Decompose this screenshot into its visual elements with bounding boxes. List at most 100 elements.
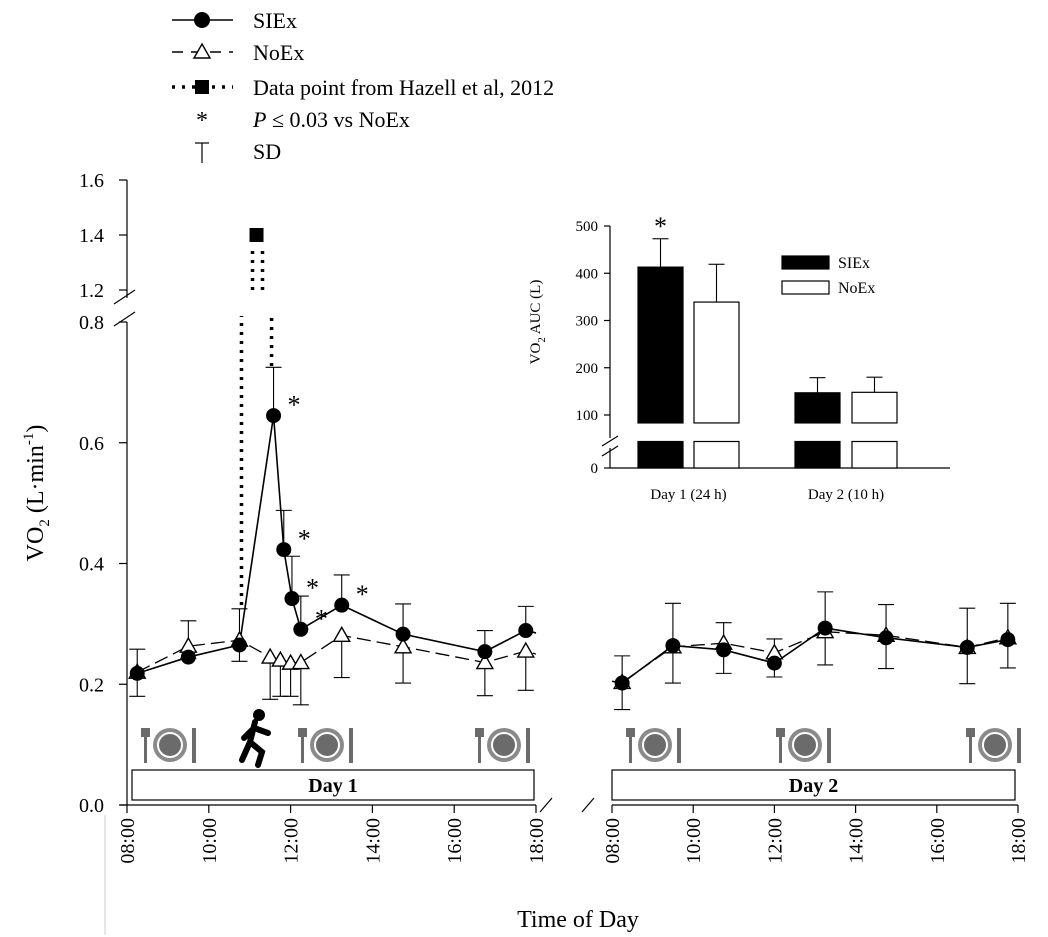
day-label: Day 1	[308, 775, 357, 797]
siex-point	[614, 675, 630, 691]
inset-x-tick-label: Day 1 (24 h)	[650, 487, 726, 503]
legend-label-text: SIEx	[253, 8, 297, 33]
plate-fork-knife-icon	[966, 728, 1021, 763]
siex-point	[477, 644, 493, 660]
inset-legend-label: NoEx	[838, 280, 875, 297]
y-title-sup: -1	[21, 433, 37, 446]
y-tick-label: 1.2	[79, 280, 104, 302]
legend-label: SD	[253, 139, 281, 164]
legend-label-text: ≤ 0.03 vs NoEx	[266, 107, 409, 132]
inset-bar	[637, 440, 684, 469]
siex-point	[293, 621, 309, 637]
x-tick-label: 10:00	[199, 818, 221, 864]
axis-break-mark	[581, 797, 595, 813]
plate-fork-knife-icon	[141, 728, 196, 763]
fork-head	[776, 728, 785, 737]
plate-center	[491, 732, 517, 758]
axis-break-mark	[113, 289, 136, 305]
legend-label: NoEx	[253, 40, 304, 65]
fork	[629, 728, 632, 763]
day-bars: Day 1 Day 2	[131, 769, 1016, 801]
hazell-point	[249, 228, 264, 242]
plate-fork-knife-icon	[298, 728, 353, 763]
inset-y-title-part: AUC (L)	[528, 280, 544, 338]
day-label-box	[611, 769, 1016, 801]
x-tick-label: 18:00	[1008, 818, 1030, 864]
noex-point	[260, 647, 280, 664]
y-title-part: )	[23, 425, 49, 433]
axis-break-mark	[113, 311, 136, 327]
legend-item: * P ≤ 0.03 vs NoEx	[196, 107, 410, 134]
plate-center	[314, 732, 340, 758]
x-tick-label: 18:00	[526, 818, 548, 864]
noex-point	[291, 653, 311, 670]
day-label-box	[131, 769, 535, 801]
siex-point	[276, 542, 292, 558]
plate-fork-knife-icon	[776, 728, 831, 763]
legend-label-italic: P	[252, 107, 266, 132]
knife	[827, 728, 831, 763]
y-axis-title: VO2 (L·min-1)	[21, 425, 53, 562]
siex-point	[665, 638, 681, 654]
inset-y-tick-label: 500	[576, 219, 599, 235]
siex-point	[959, 639, 975, 655]
legend-marker: *	[196, 108, 208, 134]
inset-y-tick-label: 400	[576, 266, 599, 282]
knife	[349, 728, 353, 763]
series-points: *****	[128, 228, 1018, 691]
legend-label-text: SD	[253, 139, 281, 164]
siex-point	[129, 665, 145, 681]
y-tick-label: 0.4	[79, 554, 104, 576]
x-tick-label: 16:00	[444, 818, 466, 864]
x-tick-label: 10:00	[683, 818, 705, 864]
plate-fork-knife-icon	[626, 728, 681, 763]
legend-item: Data point from Hazell et al, 2012	[172, 75, 554, 100]
x-tick-label: 12:00	[764, 818, 786, 864]
plate-center	[642, 732, 668, 758]
legend-marker	[192, 42, 212, 59]
legend-marker	[195, 80, 209, 94]
y-tick-label: 1.4	[79, 225, 104, 247]
inset-y-title-part: VO	[528, 343, 544, 365]
x-tick-label: 14:00	[362, 818, 384, 864]
inset-y-tick-label: 300	[576, 314, 599, 330]
legend-label: SIEx	[253, 8, 297, 33]
fork	[478, 728, 481, 763]
y-title-sub: 2	[37, 519, 53, 527]
siex-line	[611, 627, 1009, 684]
legend-item: NoEx	[172, 40, 304, 65]
fork-head	[626, 728, 635, 737]
y-title-part: VO	[23, 527, 49, 562]
inset-bar	[693, 440, 740, 469]
significance-star: *	[654, 212, 667, 241]
siex-point	[878, 630, 894, 646]
runner-icon	[239, 709, 271, 768]
inset-bar	[794, 392, 841, 424]
inset-legend-swatch	[781, 280, 830, 295]
significance-star: *	[298, 525, 311, 554]
siex-point	[395, 626, 411, 642]
plate-center	[792, 732, 818, 758]
inset-bar	[851, 440, 898, 469]
siex-point	[334, 597, 350, 613]
siex-line	[136, 415, 537, 675]
inset-legend-label: SIEx	[838, 255, 870, 272]
noex-point	[393, 637, 413, 654]
knife	[1017, 728, 1021, 763]
inset-bar	[851, 391, 898, 424]
y-title-part: (L·min	[23, 445, 49, 519]
x-tick-label: 08:00	[602, 818, 624, 864]
inset-y-tick-label: 100	[576, 408, 599, 424]
siex-point	[716, 642, 732, 658]
x-tick-label: 16:00	[927, 818, 949, 864]
legend-item: SIEx	[172, 8, 297, 33]
legend-label: Data point from Hazell et al, 2012	[253, 75, 554, 100]
siex-point	[1000, 632, 1016, 648]
siex-point	[518, 623, 534, 639]
y-tick-label: 0.2	[79, 674, 104, 696]
siex-point	[231, 637, 247, 653]
noex-point	[271, 650, 290, 667]
